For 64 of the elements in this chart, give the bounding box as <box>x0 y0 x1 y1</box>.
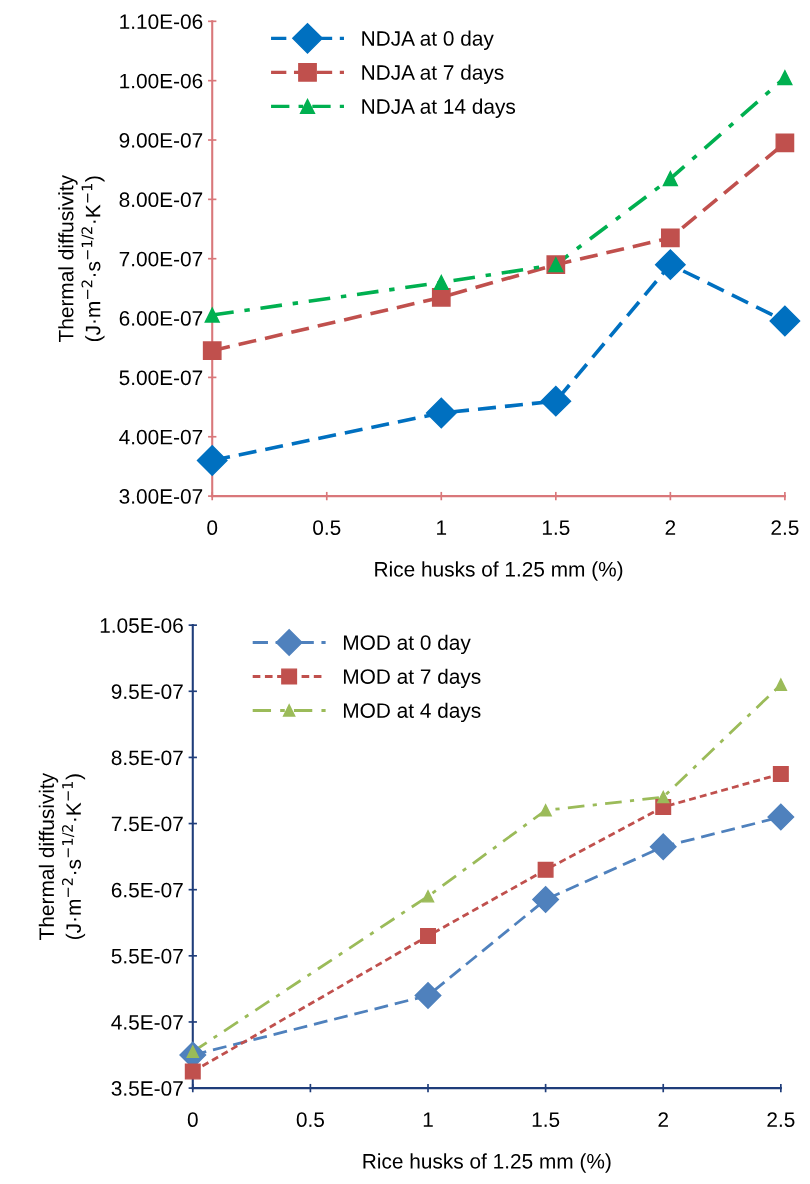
point <box>656 790 670 804</box>
point <box>767 803 795 831</box>
point <box>769 305 801 337</box>
y-tick-label: 1.00E-06 <box>120 73 203 89</box>
x-tick-label: 2 <box>665 520 676 535</box>
y-tick-label: 5.5E-07 <box>111 948 183 964</box>
legend-label: NDJA at 0 day <box>362 30 494 50</box>
point <box>420 927 436 944</box>
point <box>421 890 435 903</box>
point <box>532 886 560 914</box>
point <box>774 678 788 691</box>
y-tick-label: 7.00E-07 <box>119 251 203 267</box>
x-tick-label: 2.5 <box>767 1112 795 1128</box>
x-tick-label: 1 <box>437 520 447 535</box>
y-tick-label: 9.00E-07 <box>119 133 203 148</box>
point <box>184 1063 201 1080</box>
point <box>196 445 228 476</box>
legend-label: MOD at 4 days <box>343 702 481 723</box>
point <box>649 833 677 861</box>
y-axis-title: Thermal diffusivity (J·m$^{−2}$·s$^{−1/2}$·K$^{−1}$) <box>38 772 86 940</box>
legend-label: NDJA at 7 days <box>362 64 504 84</box>
x-tick-label: 0 <box>207 520 218 536</box>
point <box>775 133 795 153</box>
point <box>654 249 686 281</box>
y-tick-label: 6.00E-07 <box>119 311 203 326</box>
y-tick-label: 5.00E-07 <box>119 370 203 386</box>
legend-label: NDJA at 14 days <box>362 98 516 118</box>
x-axis-title: Rice husks of 1.25 mm (%) <box>375 561 623 581</box>
y-tick-label: 3.5E-07 <box>111 1081 183 1096</box>
x-tick-label: 0 <box>187 1112 198 1128</box>
x-tick-label: 1 <box>423 1112 433 1127</box>
point <box>537 861 554 878</box>
y-tick-label: 1.10E-06 <box>120 14 203 30</box>
y-tick-label: 3.00E-07 <box>119 489 203 504</box>
x-tick-label: 1.5 <box>542 520 570 536</box>
point <box>540 385 572 417</box>
y-axis-title: Thermal diffusivity (J·m$^{−2}$·s$^{−1/2}$·K$^{−1}$) <box>58 174 105 342</box>
y-tick-label: 9.5E-07 <box>111 684 183 700</box>
legend-label: MOD at 7 days <box>343 668 481 689</box>
legend-label: MOD at 0 day <box>343 634 471 655</box>
y-tick-label: 8.00E-07 <box>119 192 203 208</box>
point <box>539 804 552 817</box>
point <box>431 287 451 307</box>
point <box>777 70 793 86</box>
point <box>202 341 222 361</box>
x-tick-label: 2.5 <box>771 520 799 536</box>
x-tick-label: 1.5 <box>532 1112 560 1128</box>
x-tick-label: 0.5 <box>313 520 341 536</box>
x-axis-title: Rice husks of 1.25 mm (%) <box>363 1153 611 1173</box>
point <box>662 170 678 187</box>
point <box>425 397 457 429</box>
y-tick-label: 1.05E-06 <box>100 618 183 633</box>
point <box>660 228 680 248</box>
x-tick-label: 0.5 <box>296 1112 324 1128</box>
y-tick-label: 8.5E-07 <box>111 750 183 766</box>
x-tick-label: 2 <box>658 1112 668 1127</box>
y-tick-label: 6.5E-07 <box>111 882 183 898</box>
point <box>433 274 449 291</box>
point <box>772 765 789 782</box>
y-tick-label: 4.00E-07 <box>119 429 203 445</box>
y-tick-label: 7.5E-07 <box>111 816 183 832</box>
point <box>414 982 442 1009</box>
y-tick-label: 4.5E-07 <box>111 1014 183 1030</box>
point <box>204 307 220 323</box>
